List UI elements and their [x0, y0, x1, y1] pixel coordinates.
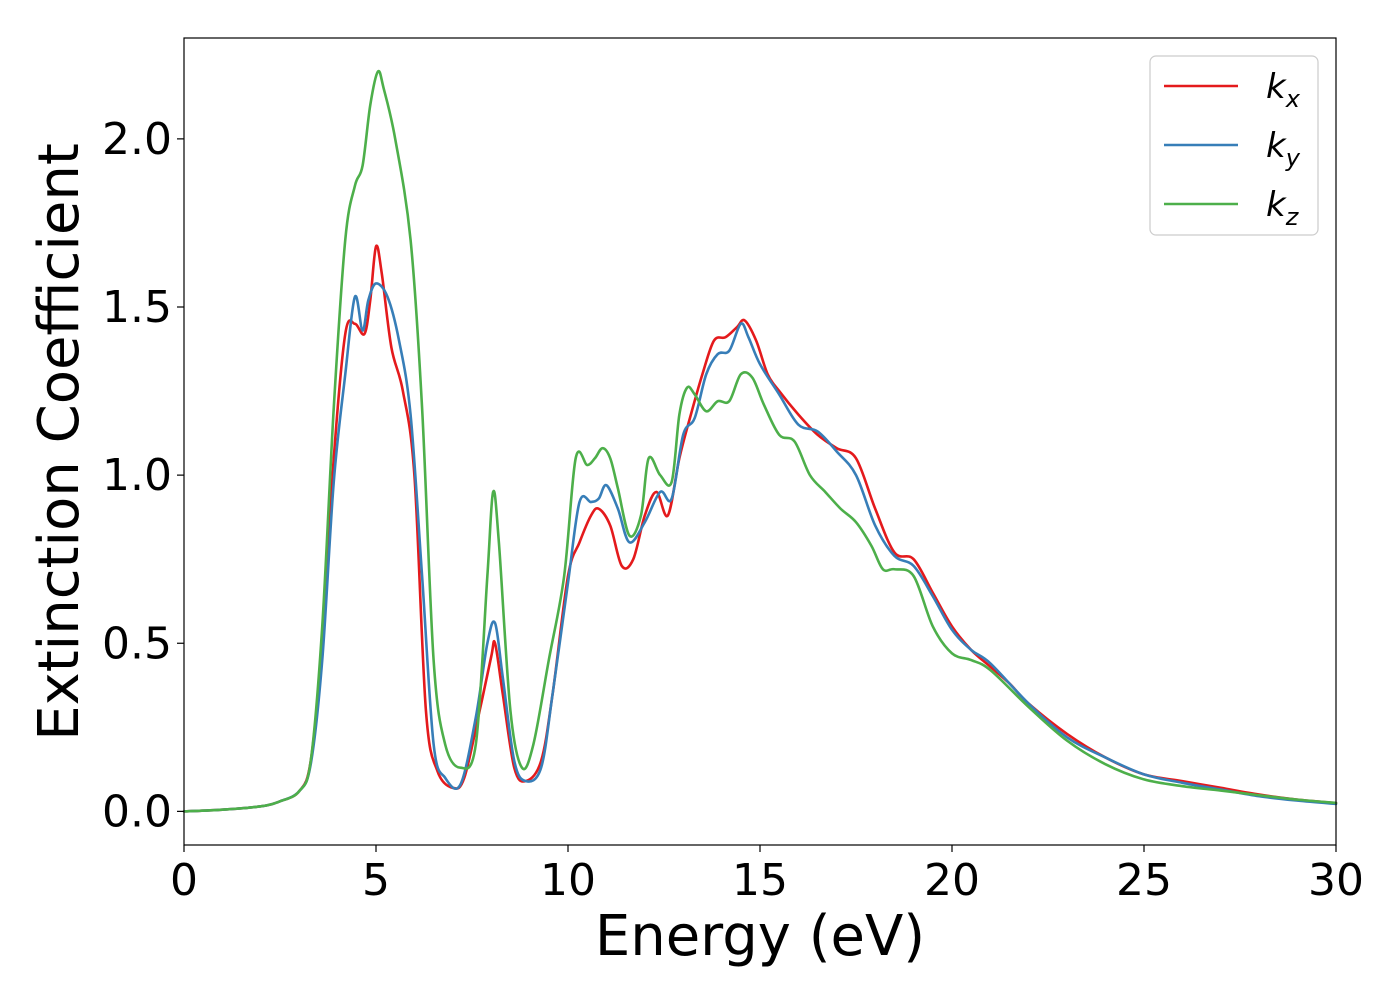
x-tick-label: 20: [924, 855, 980, 906]
y-tick-label: 1.0: [102, 450, 172, 501]
series-line-kx: [182, 244, 1338, 813]
y-tick-label: 2.0: [102, 114, 172, 165]
legend-label-kx: kx: [1266, 67, 1301, 113]
series-line-kz: [182, 69, 1338, 813]
y-axis-label: Extinction Coefficient: [27, 143, 92, 741]
x-axis-label: Energy (eV): [595, 904, 925, 969]
x-tick-label: 5: [362, 855, 390, 906]
x-tick-label: 15: [732, 855, 788, 906]
x-tick-label: 25: [1116, 855, 1172, 906]
legend-label-kz: kz: [1266, 185, 1300, 231]
legend: kx ky kz: [1149, 55, 1319, 236]
x-tick-label: 30: [1308, 855, 1364, 906]
series-line-ky: [182, 282, 1338, 813]
y-tick-label: 1.5: [102, 282, 172, 333]
x-axis-ticks: 0 5 10 15 20 25 30: [170, 845, 1364, 906]
legend-label-ky: ky: [1266, 126, 1301, 172]
y-tick-label: 0.5: [102, 618, 172, 669]
y-axis-ticks: 0.0 0.5 1.0 1.5 2.0: [102, 114, 184, 837]
series-layer: [182, 69, 1338, 813]
x-tick-label: 10: [540, 855, 596, 906]
y-tick-label: 0.0: [102, 786, 172, 837]
x-tick-label: 0: [170, 855, 198, 906]
